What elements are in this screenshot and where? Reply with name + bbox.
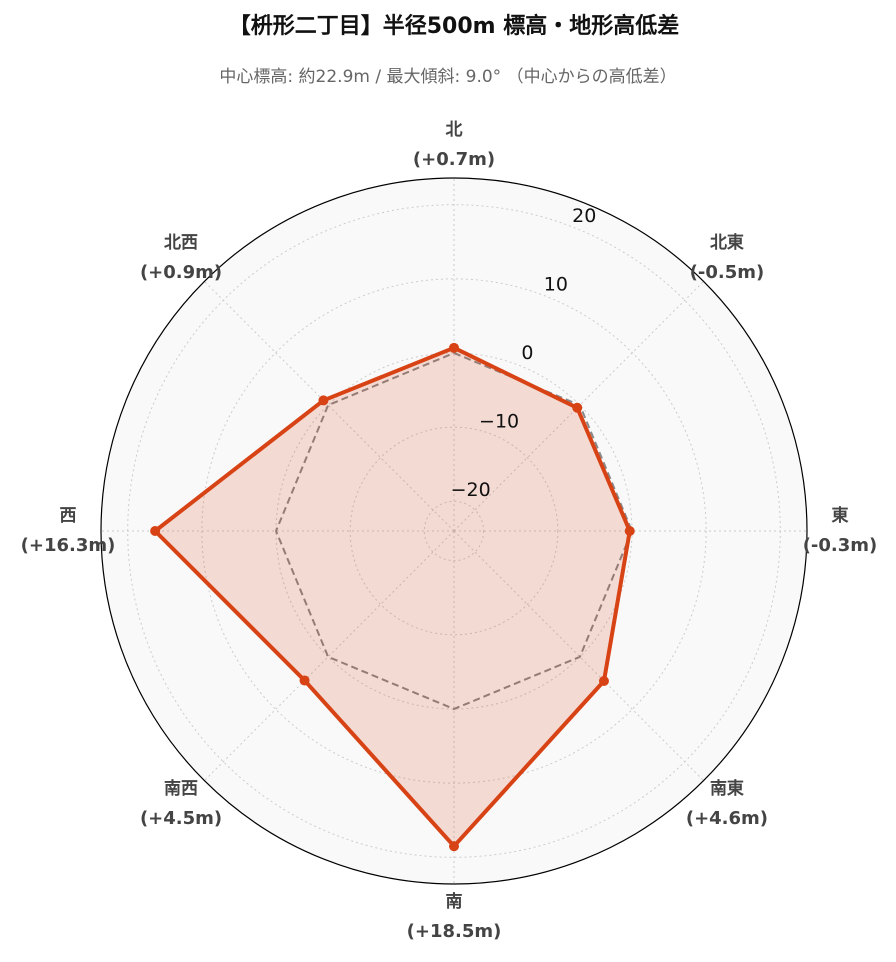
polar-frame	[100, 177, 808, 885]
value-label: (+0.9m)	[140, 262, 222, 283]
category-label: 南西	[164, 778, 198, 799]
value-label: (-0.3m)	[803, 535, 878, 556]
category-label: 南東	[710, 778, 744, 799]
category-label: 南	[446, 891, 463, 912]
data-point	[449, 342, 459, 353]
data-point	[449, 841, 459, 852]
data-point	[572, 402, 583, 413]
y-tick-label: 10	[544, 274, 568, 296]
y-tick-label: 20	[572, 205, 596, 227]
grid-circle	[423, 500, 485, 562]
y-tick-label: −10	[479, 411, 519, 433]
category-label: 西	[60, 506, 77, 526]
category-label: 北	[446, 120, 463, 140]
grid-circle	[201, 278, 707, 784]
reference-line	[274, 351, 634, 711]
value-label: (+4.6m)	[686, 808, 768, 829]
category-label: 北東	[710, 232, 744, 253]
chart-subtitle: 中心標高: 約22.9m / 最大傾斜: 9.0° （中心からの高低差）	[219, 67, 676, 87]
grid-circle	[349, 426, 559, 636]
grid-spoke	[204, 281, 455, 532]
value-label: (+0.7m)	[413, 149, 495, 170]
category-label: 東	[832, 505, 849, 526]
grid-spoke	[453, 530, 704, 781]
chart-title: 【枡形二丁目】半径500m 標高・地形高低差	[229, 13, 680, 39]
area-fill	[155, 347, 630, 847]
data-point	[150, 526, 161, 536]
value-label: (+4.5m)	[140, 808, 222, 829]
value-label: (-0.5m)	[690, 262, 765, 283]
data-point	[624, 526, 635, 536]
category-label: 北西	[164, 233, 198, 253]
data-point	[299, 675, 310, 686]
value-label: (+16.3m)	[21, 535, 116, 556]
y-tick-label: −20	[451, 479, 491, 501]
y-tick-label: 0	[521, 342, 533, 364]
data-point	[318, 395, 329, 406]
value-label: (+18.5m)	[407, 921, 502, 942]
data-point	[598, 675, 609, 686]
grid-spoke	[204, 530, 455, 781]
